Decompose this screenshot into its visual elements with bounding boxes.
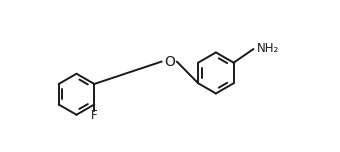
Text: F: F [91,109,98,122]
Text: NH₂: NH₂ [257,42,279,55]
Text: O: O [165,55,175,69]
